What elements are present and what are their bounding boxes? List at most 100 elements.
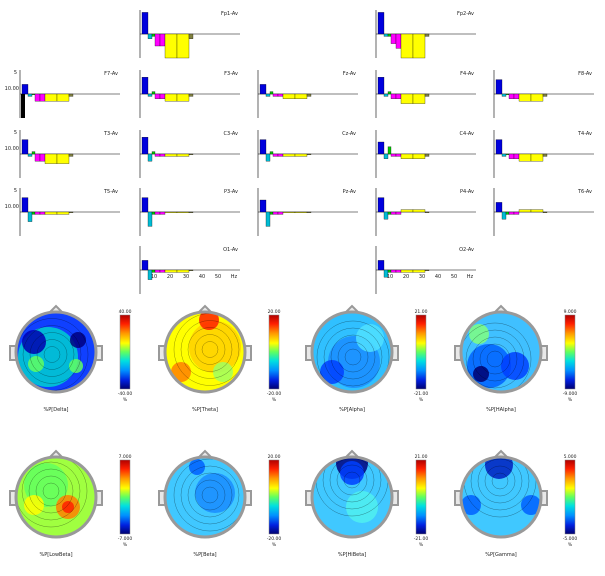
contour-line (470, 457, 530, 511)
contour-line (22, 325, 82, 384)
spectrum-bar-delta (259, 84, 267, 95)
spectrum-bar-alpha (31, 211, 36, 215)
spectrum-bar-highbeta (412, 93, 426, 104)
x-tick: Hz (467, 274, 474, 280)
spectrum-bar-highbeta (530, 93, 544, 102)
y-tick-mid: 10.00 (5, 86, 19, 92)
spectrum-bar-beta (400, 93, 414, 104)
spectrum-bar-theta (383, 211, 389, 220)
spectrum-bar-highalpha (277, 211, 284, 215)
contour-line (486, 350, 504, 368)
field-region (521, 495, 541, 515)
spectrum-bar-theta (383, 269, 389, 278)
spectrum-bar-gamma (424, 211, 430, 213)
channel-spectrum-o2-av: O2-Av 10 20 30 40 50 Hz (375, 246, 476, 294)
color-scale: 40.00 -40.00% (118, 309, 133, 403)
spectrum-bar-gamma (188, 269, 194, 271)
field-region (501, 352, 529, 380)
spectrum-bar-delta (259, 139, 267, 155)
spectrum-bar-theta (147, 153, 153, 162)
spectrum-bar-alpha (387, 33, 392, 37)
contour-line (344, 348, 362, 366)
spectrum-bar-lowalpha (390, 153, 397, 157)
spectrum-bar-delta (259, 199, 267, 213)
spectrum-bar-delta (141, 77, 149, 95)
spectrum-bar-alpha (387, 146, 392, 155)
channel-label: O2-Av (459, 247, 474, 253)
spectrum-bar-lowalpha (390, 33, 397, 44)
spectrum-bar-highalpha (395, 153, 402, 157)
spectrum-bar-highalpha (395, 33, 402, 49)
channel-label: C4-Av (460, 131, 474, 137)
scalp-field (165, 457, 245, 537)
spectrum-bar-beta (518, 209, 532, 213)
spectrum-bar-alpha (387, 269, 392, 273)
field-region (28, 356, 44, 372)
map-label: %P[HAlpha] (486, 407, 516, 413)
spectrum-bar-delta (377, 12, 385, 35)
scale-unit: % (272, 397, 277, 403)
spectrum-bar-delta (495, 139, 503, 155)
spectrum-bar-highalpha (395, 93, 402, 99)
spectrum-bar-highalpha (513, 153, 520, 159)
channel-spectrum-fz-av: Fz-Av (257, 70, 358, 118)
channel-spectrum-f8-av: F8-Av (493, 70, 594, 118)
spectrum-bar-gamma (68, 93, 74, 97)
contour-line (491, 472, 509, 490)
contour-line (484, 465, 516, 497)
x-tick: 50 (451, 274, 457, 280)
overlay-bar (21, 94, 25, 111)
spectrum-bar-highbeta (412, 269, 426, 273)
contour-line (28, 468, 74, 514)
spectrum-bar-gamma (542, 93, 548, 97)
scale-unit: % (272, 542, 277, 548)
field-region (70, 332, 86, 348)
scale-bar (119, 314, 131, 390)
channel-spectrum-p3-av: P3-Av (139, 188, 240, 236)
color-scale: 7.000 -7.000% (118, 454, 133, 548)
spectrum-bar-gamma (188, 153, 194, 155)
field-region (461, 457, 541, 537)
channel-label: Cz-Av (342, 131, 356, 137)
contour-line (180, 465, 240, 525)
spectrum-bar-highbeta (412, 33, 426, 59)
spectrum-bar-beta (44, 93, 58, 102)
spectrum-bar-beta (400, 209, 414, 213)
spectrum-bar-lowalpha (390, 211, 397, 215)
scale-min: -21.00 (414, 536, 429, 542)
channel-label: P3-Av (224, 189, 238, 195)
map-label: %P[LowBeta] (39, 552, 72, 558)
spectrum-bar-alpha (151, 211, 156, 215)
spectrum-bar-lowalpha (34, 93, 41, 102)
spectrum-bar-lowalpha (272, 93, 279, 97)
spectrum-bar-alpha (269, 211, 274, 215)
color-scale: 9.000 -9.000% (563, 309, 578, 403)
channel-spectrum-cz-av: Cz-Av (257, 130, 358, 178)
scalp-field (16, 312, 96, 392)
map-label: %P[Beta] (193, 552, 216, 558)
spectrum-bar-highalpha (277, 93, 284, 97)
spectrum-bar-gamma (306, 153, 312, 155)
topomap-pbeta: %P[Beta] (158, 449, 252, 558)
spectrum-bar-theta (501, 93, 507, 97)
field-region (171, 362, 191, 382)
scale-bar (564, 314, 576, 390)
spectrum-bar-alpha (31, 93, 36, 95)
spectrum-bar-beta (44, 211, 58, 215)
channel-spectrum-fp2-av: Fp2-Av (375, 10, 476, 59)
field-region (189, 321, 241, 373)
x-tick: 20 (167, 274, 173, 280)
scale-max: 21.00 (415, 309, 428, 315)
spectrum-bar-delta (21, 197, 29, 213)
spectrum-bar-highalpha (39, 93, 46, 102)
scalp-field (461, 457, 541, 537)
spectrum-bar-theta (27, 93, 33, 97)
scale-unit: % (419, 397, 424, 403)
spectrum-bar-beta (282, 211, 296, 213)
topomap-panel: %P[Delta] 40.00 -40.00% %P[Theta] 20.00 -20.0… (9, 304, 578, 558)
contour-line (477, 458, 523, 504)
spectrum-bar-lowalpha (272, 153, 279, 157)
spectrum-bar-beta (44, 153, 58, 164)
spectrum-bar-highalpha (513, 93, 520, 99)
